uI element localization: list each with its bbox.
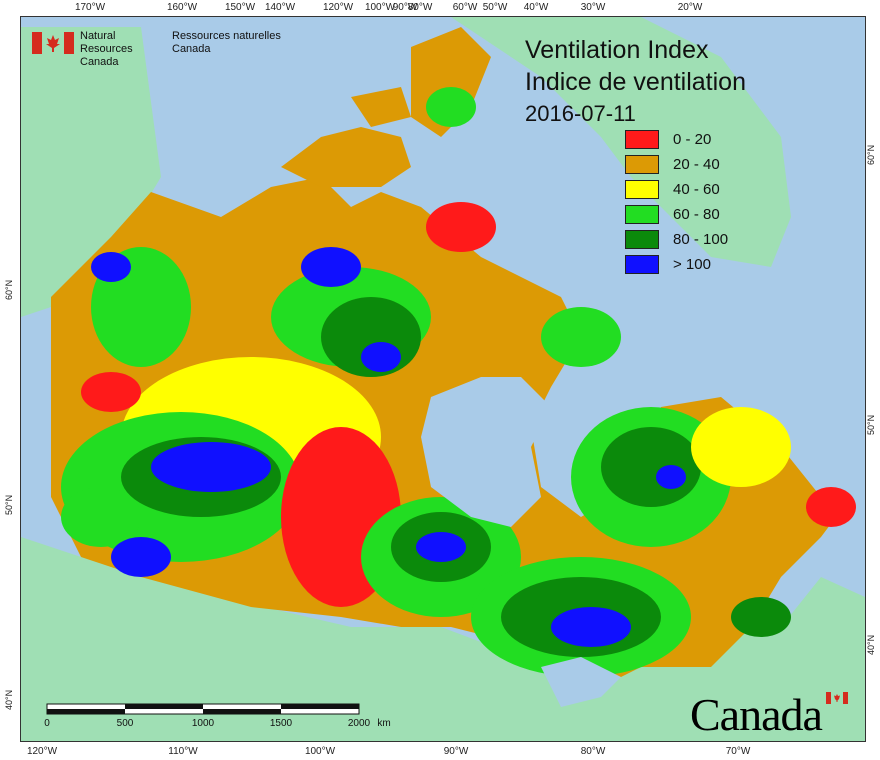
canada-flag-icon [32, 32, 74, 54]
zone-yellow-labrador [691, 407, 791, 487]
map-title-block: Ventilation Index Indice de ventilation … [525, 34, 746, 130]
lon-tick-top: 30°W [580, 2, 606, 13]
lon-tick-top: 120°W [322, 2, 354, 13]
lon-tick-top: 40°W [523, 2, 549, 13]
scale-label: 1000 [191, 718, 215, 729]
lon-tick-bottom: 80°W [580, 746, 606, 757]
lat-tick-right: 60°N [866, 144, 876, 165]
lon-tick-top: 80°W [407, 2, 433, 13]
title-english: Ventilation Index [525, 36, 709, 64]
alaska [21, 27, 161, 317]
scale-bar: 0 500 1000 1500 2000 km [44, 703, 391, 733]
lat-tick-left: 50°N [4, 494, 14, 515]
lat-tick-right: 50°N [866, 414, 876, 435]
scale-label: 0 [44, 718, 50, 729]
legend-item: > 100 [625, 255, 755, 277]
lon-tick-bottom: 70°W [725, 746, 751, 757]
legend-swatch [625, 155, 659, 174]
zone-blue-prairie [151, 442, 271, 492]
lat-tick-left: 60°N [4, 279, 14, 300]
legend-label: 40 - 60 [673, 181, 720, 198]
agency-en-line2: Canada [80, 56, 119, 68]
lon-tick-top: 90°W [392, 2, 418, 13]
hudson-bay [421, 377, 551, 527]
map-frame [20, 16, 866, 742]
legend-swatch [625, 255, 659, 274]
zone-blue-manitoba [416, 532, 466, 562]
legend-item: 20 - 40 [625, 155, 755, 177]
lat-tick-left: 40°N [4, 689, 14, 710]
zone-red-yukon [81, 372, 141, 412]
zone-blue-coast [111, 537, 171, 577]
legend-swatch [625, 205, 659, 224]
lon-tick-top: 60°W [452, 2, 478, 13]
legend-item: 0 - 20 [625, 130, 755, 152]
legend-label: 0 - 20 [673, 131, 712, 148]
lon-tick-bottom: 100°W [304, 746, 336, 757]
scale-label: 2000 [347, 718, 371, 729]
zone-red-baffin [426, 202, 496, 252]
lon-tick-top: 140°W [264, 2, 296, 13]
zone-darkgreen-quebec [601, 427, 701, 507]
lon-tick-bottom: 110°W [168, 746, 198, 757]
legend-swatch [625, 130, 659, 149]
legend-label: 80 - 100 [673, 231, 729, 248]
map-date: 2016-07-11 [525, 101, 636, 126]
greenland [451, 17, 791, 267]
legend-item: 80 - 100 [625, 230, 755, 252]
legend-swatch [625, 180, 659, 199]
zone-green-ellesmere [426, 87, 476, 127]
arctic-islands [281, 27, 491, 187]
zone-blue-yukon [91, 252, 131, 282]
ventilation-map [21, 17, 865, 741]
lat-tick-right: 40°N [866, 634, 876, 655]
agency-fr-line2: Canada [172, 43, 211, 55]
lon-tick-bottom: 90°W [443, 746, 469, 757]
lon-tick-top: 150°W [224, 2, 256, 13]
zone-blue-nunavut [361, 342, 401, 372]
lon-tick-top: 20°W [677, 2, 703, 13]
zone-green-coast [61, 487, 141, 547]
wordmark-flag-icon [826, 692, 848, 704]
scale-label: 1500 [269, 718, 293, 729]
zone-darkgreen-maritimes [731, 597, 791, 637]
great-lakes [541, 657, 621, 707]
scale-unit: km [377, 718, 391, 729]
title-french: Indice de ventilation [525, 68, 746, 96]
zone-green-ungava [541, 307, 621, 367]
lon-tick-bottom: 120°W [26, 746, 58, 757]
zone-blue-quebec [656, 465, 686, 489]
agency-en-line1: Natural Resources [80, 30, 133, 55]
lon-tick-top: 170°W [74, 2, 106, 13]
lon-tick-top: 160°W [166, 2, 198, 13]
usa [21, 537, 865, 741]
legend-item: 40 - 60 [625, 180, 755, 202]
legend-label: 60 - 80 [673, 206, 720, 223]
zone-red-newfoundland [806, 487, 856, 527]
agency-fr-line1: Ressources naturelles [172, 30, 281, 42]
scale-bar-graphic [46, 703, 360, 715]
zone-blue-ontario [551, 607, 631, 647]
canada-wordmark: Canada [690, 689, 823, 740]
lon-tick-top: 100°W [364, 2, 396, 13]
legend-label: > 100 [673, 256, 711, 273]
legend-swatch [625, 230, 659, 249]
legend-item: 60 - 80 [625, 205, 755, 227]
legend-label: 20 - 40 [673, 156, 720, 173]
zone-blue-arctic [301, 247, 361, 287]
lon-tick-top: 50°W [482, 2, 508, 13]
scale-label: 500 [116, 718, 134, 729]
